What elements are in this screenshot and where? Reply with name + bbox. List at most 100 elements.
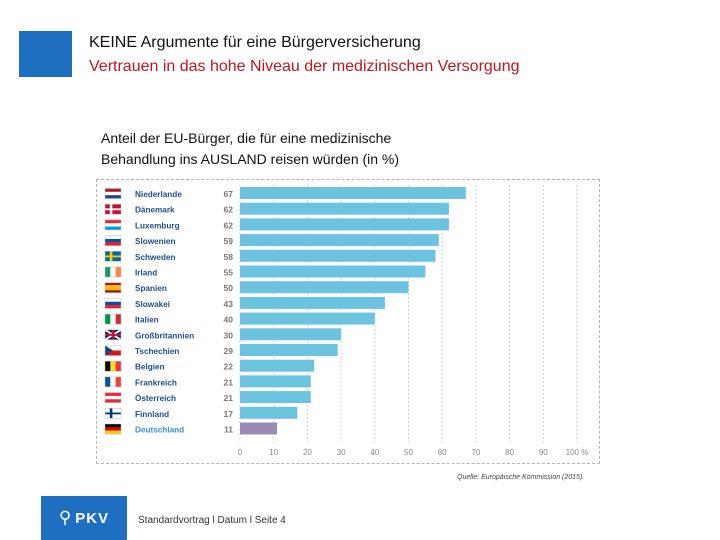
flag-border xyxy=(104,235,122,246)
x-tick-label: 50 xyxy=(404,448,413,457)
x-tick-label: 90 xyxy=(539,448,548,457)
flag-sk-icon xyxy=(104,298,122,309)
value-label: 40 xyxy=(224,315,234,325)
flag-stripe xyxy=(110,361,116,372)
page-title: KEINE Argumente für eine Bürgerversicher… xyxy=(89,34,421,51)
bar xyxy=(240,391,311,404)
flag-stripe xyxy=(105,424,121,428)
category-label: Luxemburg xyxy=(135,221,180,230)
source-note: Quelle: Europäische Kommission (2015). xyxy=(457,474,585,481)
flag-stripe xyxy=(110,314,116,325)
flag-stripe xyxy=(115,267,122,277)
flag-cross xyxy=(105,333,121,336)
bar xyxy=(240,359,315,372)
flag-stripe xyxy=(105,235,121,240)
flag-triangle xyxy=(105,345,113,356)
x-tick-label: 60 xyxy=(438,448,447,457)
flag-stripe xyxy=(105,427,121,431)
chart-title: Anteil der EU-Bürger, die für eine mediz… xyxy=(101,128,399,170)
category-label: Dänemark xyxy=(135,206,175,215)
flag-border xyxy=(104,251,122,262)
value-label: 55 xyxy=(224,268,234,278)
category-label: Tschechien xyxy=(135,347,179,356)
flag-stripe xyxy=(105,290,121,293)
flag-cz-icon xyxy=(104,345,122,356)
bar xyxy=(240,202,449,215)
flag-es-icon xyxy=(104,282,122,293)
flag-border xyxy=(104,313,122,325)
flag-stripe xyxy=(105,345,121,351)
value-label: 11 xyxy=(224,425,233,435)
value-label: 17 xyxy=(224,409,234,419)
pkv-logo-text: PKV xyxy=(75,509,110,527)
flag-de-icon xyxy=(104,423,122,435)
flag-cross xyxy=(105,412,121,415)
bar xyxy=(240,218,449,231)
flag-border xyxy=(104,423,122,435)
flag-border xyxy=(104,219,122,231)
x-tick-label: 100 % xyxy=(566,448,589,457)
page-subtitle: Vertrauen in das hohe Niveau der medizin… xyxy=(89,58,520,75)
category-label: Slowenien xyxy=(135,237,176,246)
flag-gb-icon xyxy=(104,328,122,341)
flag-lu-icon xyxy=(104,219,122,231)
x-tick-label: 0 xyxy=(238,448,243,457)
bar xyxy=(240,406,298,419)
flag-stripe xyxy=(105,305,121,309)
flag-stripe xyxy=(105,219,121,224)
bar xyxy=(240,265,426,278)
value-label: 21 xyxy=(224,393,234,403)
flag-border xyxy=(104,282,122,293)
flag-cross xyxy=(105,255,121,258)
flag-stripe xyxy=(115,314,122,325)
chart-frame xyxy=(96,179,600,464)
chart-title-line-2: Behandlung ins AUSLAND reisen würden (in… xyxy=(101,151,400,167)
flag-border xyxy=(104,188,122,199)
flag-stripe xyxy=(105,188,121,192)
bar xyxy=(240,328,342,341)
category-label: Niederlande xyxy=(135,190,182,199)
flag-border xyxy=(104,298,122,309)
flag-border xyxy=(104,360,122,372)
flag-stripe xyxy=(110,376,116,387)
bar xyxy=(240,187,466,199)
value-label: 30 xyxy=(224,330,234,340)
flag-stripe xyxy=(105,191,121,196)
category-label: Großbritannien xyxy=(135,331,194,340)
value-label: 67 xyxy=(224,189,234,199)
value-label: 58 xyxy=(224,252,234,262)
flag-stripe xyxy=(105,285,121,288)
flag-stripe xyxy=(105,301,121,306)
bar xyxy=(240,375,311,388)
flag-nl-icon xyxy=(104,188,122,199)
flag-stripe xyxy=(105,195,121,199)
x-tick-label: 70 xyxy=(471,448,480,457)
flag-stripe xyxy=(105,226,121,230)
flag-at-icon xyxy=(104,392,122,403)
category-label: Slowakei xyxy=(135,300,170,309)
flag-border xyxy=(104,408,122,419)
flag-stripe xyxy=(105,314,111,325)
flag-fr-icon xyxy=(104,376,122,388)
value-label: 62 xyxy=(224,205,234,215)
flag-stripe xyxy=(105,238,121,243)
x-tick-label: 40 xyxy=(370,448,379,457)
category-label: Belgien xyxy=(135,363,165,372)
value-label: 29 xyxy=(224,346,234,356)
bar xyxy=(240,234,439,247)
category-label: Finnland xyxy=(135,410,169,419)
flag-border xyxy=(104,376,122,388)
flag-stripe xyxy=(105,242,121,246)
flag-si-icon xyxy=(104,235,122,246)
flag-border xyxy=(104,345,122,356)
flag-dk-icon xyxy=(104,203,122,215)
flag-ie-icon xyxy=(104,266,122,278)
flag-stripe xyxy=(105,399,121,403)
flag-stripe xyxy=(105,361,111,372)
category-label: Frankreich xyxy=(135,378,177,387)
value-label: 62 xyxy=(224,220,234,230)
bar xyxy=(240,422,278,435)
flag-stripe xyxy=(115,376,122,387)
flag-se-icon xyxy=(104,251,122,262)
corner-accent-square xyxy=(19,31,72,77)
